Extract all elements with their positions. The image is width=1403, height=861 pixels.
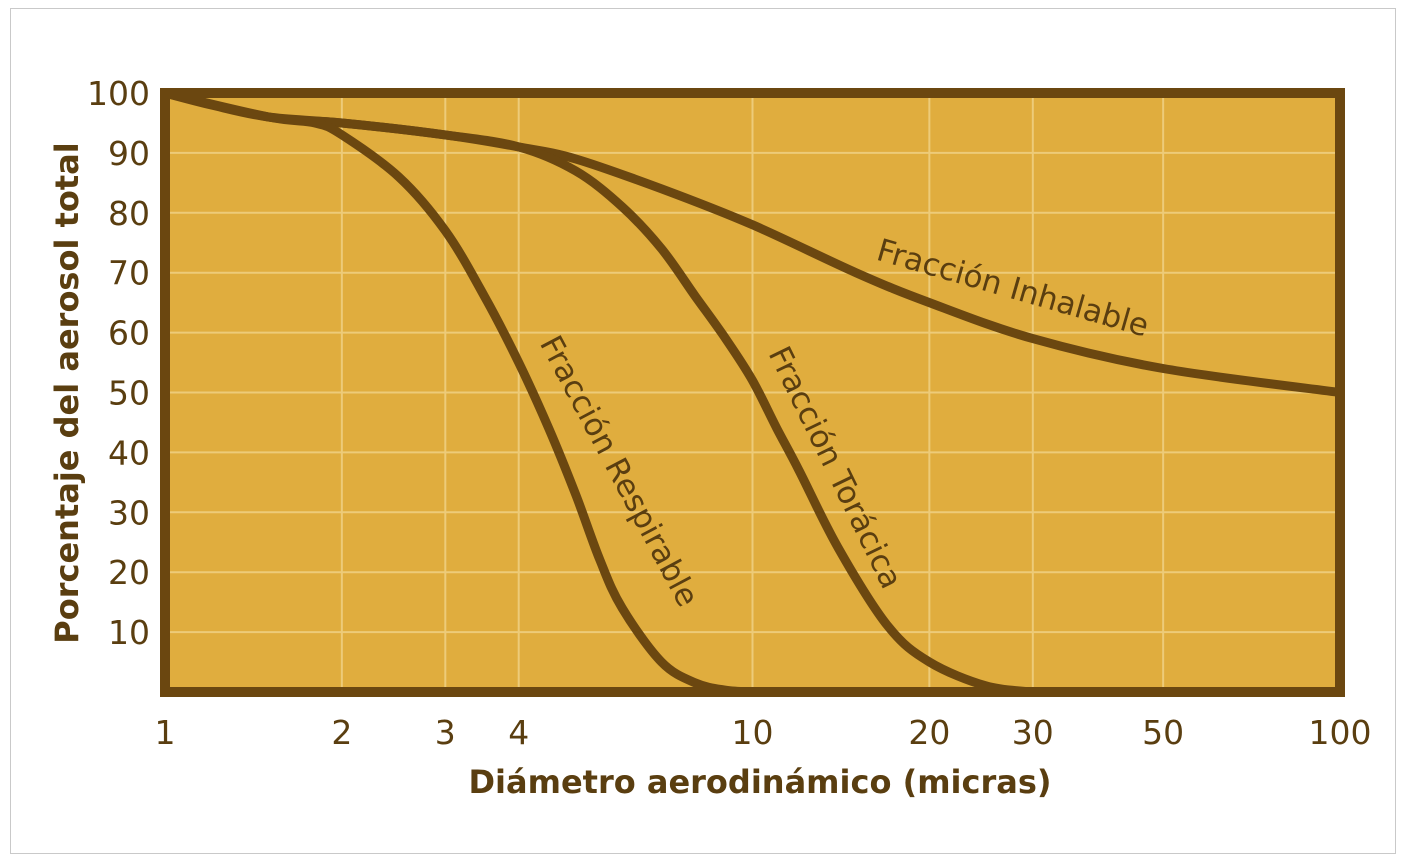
x-tick-label: 10 (732, 713, 774, 752)
y-axis-title: Porcentaje del aerosol total (48, 142, 86, 643)
plot-frame (160, 88, 1345, 697)
x-axis-title: Diámetro aerodinámico (micras) (468, 763, 1051, 801)
x-tick-label: 3 (435, 713, 456, 752)
y-tick-label: 70 (108, 254, 150, 293)
y-tick-label: 10 (108, 613, 150, 652)
x-tick-label: 100 (1309, 713, 1372, 752)
y-tick-label: 100 (87, 74, 150, 113)
x-tick-label: 50 (1142, 713, 1184, 752)
y-tick-label: 60 (108, 314, 150, 353)
x-tick-label: 2 (331, 713, 352, 752)
y-tick-label: 50 (108, 374, 150, 413)
x-tick-label: 4 (508, 713, 529, 752)
series-respirable-line (160, 88, 757, 697)
y-tick-label: 30 (108, 493, 150, 532)
x-tick-label: 1 (155, 713, 176, 752)
y-tick-label: 90 (108, 134, 150, 173)
x-tick-label: 20 (908, 713, 950, 752)
series-thoracic-line (160, 88, 1038, 697)
y-tick-label: 20 (108, 553, 150, 592)
y-tick-label: 80 (108, 194, 150, 233)
y-tick-label: 40 (108, 433, 150, 472)
x-tick-label: 30 (1012, 713, 1054, 752)
